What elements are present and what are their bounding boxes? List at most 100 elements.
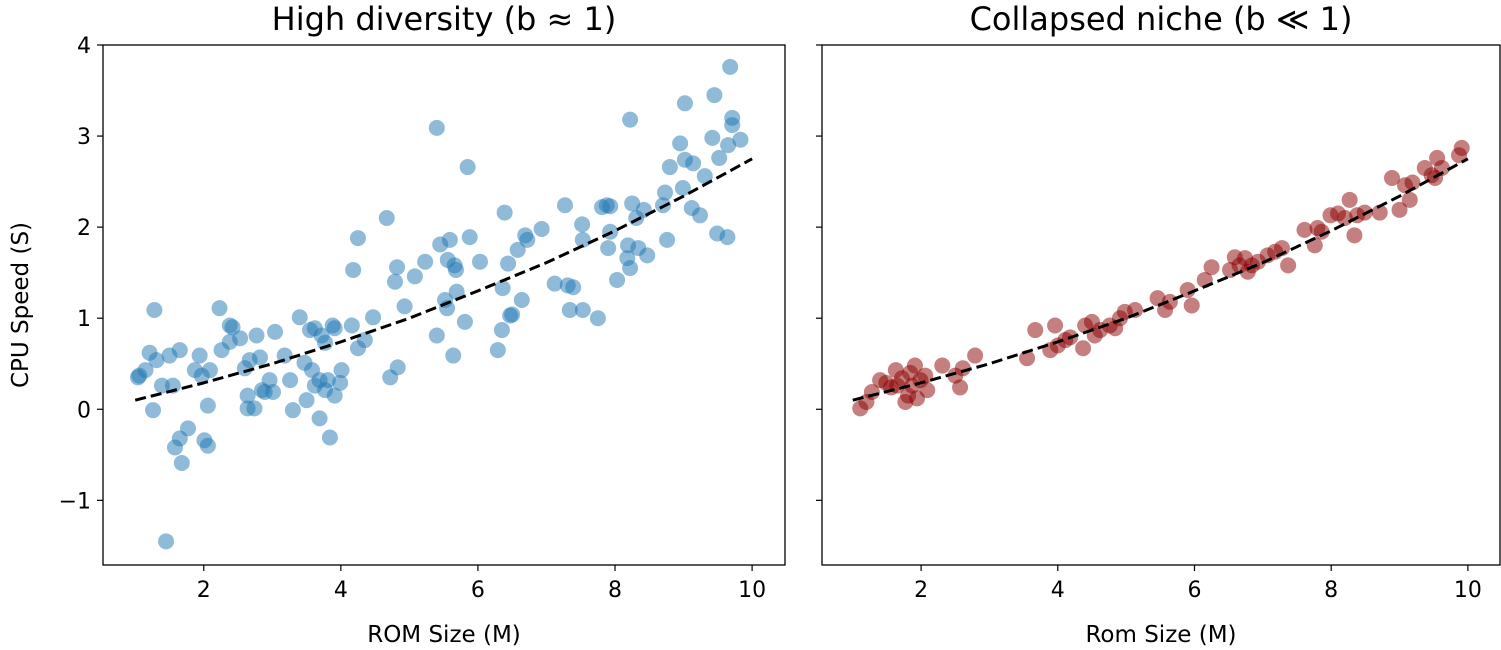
data-point bbox=[211, 300, 228, 317]
data-point bbox=[917, 367, 934, 384]
fit-line bbox=[852, 157, 1469, 402]
data-point bbox=[378, 210, 395, 227]
data-point bbox=[1047, 317, 1064, 334]
data-point bbox=[406, 268, 423, 285]
data-point bbox=[624, 195, 641, 212]
data-point bbox=[448, 283, 465, 300]
data-point bbox=[326, 320, 343, 337]
data-point bbox=[967, 347, 984, 364]
x-tick-label: 2 bbox=[914, 578, 928, 603]
data-point bbox=[319, 372, 336, 389]
data-point bbox=[171, 342, 188, 359]
data-point bbox=[332, 374, 349, 391]
data-point bbox=[561, 302, 578, 319]
data-point bbox=[333, 362, 350, 379]
x-tick-label: 2 bbox=[197, 578, 211, 603]
data-point bbox=[349, 230, 366, 247]
data-point bbox=[519, 231, 536, 248]
data-point bbox=[146, 302, 163, 319]
data-point bbox=[1075, 340, 1092, 357]
data-point bbox=[657, 184, 674, 201]
data-point bbox=[417, 253, 434, 270]
y-tick-label: 3 bbox=[77, 125, 91, 150]
data-point bbox=[724, 117, 741, 134]
data-point bbox=[137, 362, 154, 379]
data-point bbox=[513, 291, 530, 308]
data-point bbox=[732, 131, 749, 148]
data-point bbox=[685, 155, 702, 172]
data-point bbox=[661, 159, 678, 176]
data-point bbox=[952, 379, 969, 396]
x-tick-label: 4 bbox=[1051, 578, 1065, 603]
data-point bbox=[447, 261, 464, 278]
points bbox=[129, 58, 749, 550]
data-point bbox=[500, 255, 517, 272]
data-point bbox=[1371, 204, 1388, 221]
data-point bbox=[1453, 139, 1470, 156]
data-point bbox=[291, 309, 308, 326]
data-point bbox=[158, 533, 175, 550]
data-point bbox=[1280, 257, 1297, 274]
data-point bbox=[574, 216, 591, 233]
right-panel-collapsed-niche: Collapsed niche (b ≪ 1) Rom Size (M) 2 4 6… bbox=[816, 0, 1501, 648]
data-point bbox=[711, 149, 728, 166]
y-tick-label: 0 bbox=[77, 398, 91, 423]
data-point bbox=[326, 387, 343, 404]
data-point bbox=[609, 271, 626, 288]
data-point bbox=[954, 360, 971, 377]
data-point bbox=[676, 95, 693, 112]
fit-line bbox=[134, 157, 753, 402]
data-point bbox=[672, 135, 689, 152]
data-point bbox=[389, 259, 406, 276]
data-point bbox=[1341, 191, 1358, 208]
data-point bbox=[622, 111, 639, 128]
data-point bbox=[396, 298, 413, 315]
data-point bbox=[706, 87, 723, 104]
axes-frame bbox=[821, 44, 1501, 566]
y-tick-label: −1 bbox=[59, 489, 91, 514]
data-point bbox=[720, 137, 737, 154]
data-point bbox=[345, 261, 362, 278]
data-point bbox=[489, 342, 506, 359]
data-point bbox=[1149, 290, 1166, 307]
points bbox=[852, 139, 1470, 417]
data-point bbox=[246, 400, 263, 417]
data-point bbox=[445, 347, 462, 364]
data-point bbox=[248, 327, 265, 344]
data-point bbox=[504, 306, 521, 323]
x-tick-label: 6 bbox=[1187, 578, 1201, 603]
left-x-axis-label: ROM Size (M) bbox=[367, 622, 521, 648]
x-tick-label: 6 bbox=[471, 578, 485, 603]
data-point bbox=[153, 377, 170, 394]
data-point bbox=[386, 273, 403, 290]
data-point bbox=[622, 260, 639, 277]
data-point bbox=[722, 58, 739, 75]
data-point bbox=[493, 322, 510, 339]
data-point bbox=[659, 231, 676, 248]
data-point bbox=[1401, 191, 1418, 208]
data-point bbox=[635, 201, 652, 218]
left-title: High diversity (b ≈ 1) bbox=[272, 0, 617, 38]
data-point bbox=[321, 429, 338, 446]
data-point bbox=[267, 323, 284, 340]
data-point bbox=[863, 383, 880, 400]
data-point bbox=[1203, 259, 1220, 276]
data-point bbox=[1296, 221, 1313, 238]
data-point bbox=[365, 309, 382, 326]
data-point bbox=[1433, 159, 1450, 176]
x-tick-label: 8 bbox=[1324, 578, 1338, 603]
data-point bbox=[179, 420, 196, 437]
data-point bbox=[1346, 227, 1363, 244]
axes-frame bbox=[102, 44, 786, 566]
data-point bbox=[719, 229, 736, 246]
data-point bbox=[428, 327, 445, 344]
left-panel-high-diversity: High diversity (b ≈ 1) ROM Size (M) CPU … bbox=[8, 0, 786, 648]
data-point bbox=[251, 349, 268, 366]
data-point bbox=[674, 179, 691, 196]
data-point bbox=[639, 247, 656, 264]
data-point bbox=[461, 229, 478, 246]
data-point bbox=[565, 279, 582, 296]
data-point bbox=[471, 253, 488, 270]
data-point bbox=[428, 119, 445, 136]
